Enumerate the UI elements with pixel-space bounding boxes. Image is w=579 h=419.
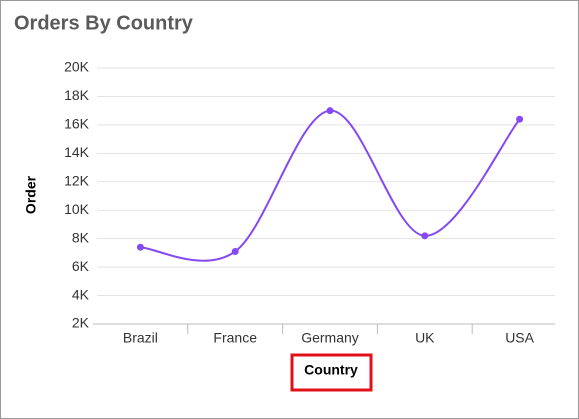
y-tick-label: 2K bbox=[72, 315, 90, 331]
x-tick-label: Brazil bbox=[123, 330, 158, 346]
x-tick-label: France bbox=[213, 330, 257, 346]
y-tick-label: 20K bbox=[64, 59, 90, 75]
y-tick-label: 4K bbox=[72, 286, 90, 302]
point bbox=[231, 247, 239, 255]
y-tick-label: 16K bbox=[64, 116, 90, 132]
y-tick-label: 10K bbox=[64, 201, 90, 217]
y-tick-label: 14K bbox=[64, 144, 90, 160]
y-tick-label: 18K bbox=[64, 87, 90, 103]
y-tick-label: 12K bbox=[64, 172, 90, 188]
y-tick-label: 8K bbox=[72, 229, 90, 245]
point bbox=[326, 107, 334, 115]
x-tick-label: UK bbox=[415, 330, 435, 346]
point bbox=[136, 243, 144, 251]
y-tick-label: 6K bbox=[72, 258, 90, 274]
chart-title: Orders By Country bbox=[14, 12, 194, 34]
x-axis-title: Country bbox=[304, 362, 358, 378]
y-axis-title: Order bbox=[23, 175, 39, 214]
x-tick-label: USA bbox=[505, 330, 534, 346]
point bbox=[516, 115, 524, 123]
highlight-box bbox=[290, 353, 373, 392]
x-tick-label: Germany bbox=[301, 330, 359, 346]
point bbox=[421, 232, 429, 240]
